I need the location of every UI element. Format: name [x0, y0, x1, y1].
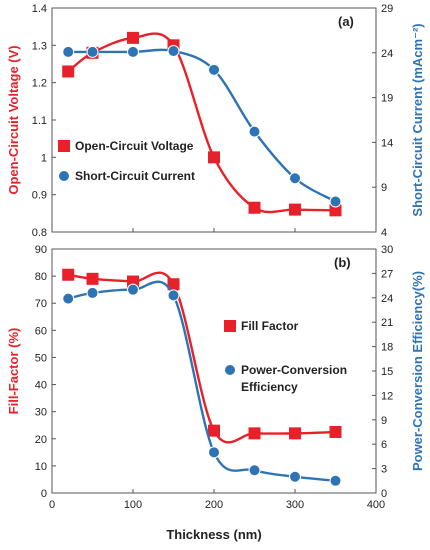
data-point-power-conversion-efficiency: [127, 283, 139, 296]
panel-label: (b): [334, 255, 351, 270]
y-right-axis-label: Short-Circuit Current (mAcm⁻²): [410, 23, 425, 216]
legend-label-power-conversion-efficiency: Efficiency: [241, 380, 298, 394]
y-right-tick-label: 19: [381, 93, 393, 105]
y-right-tick-label: 15: [381, 366, 393, 378]
legend-marker-power-conversion-efficiency: [224, 364, 236, 376]
y-left-tick-label: 20: [35, 434, 47, 446]
data-point-short-circuit-current: [329, 195, 342, 208]
legend-item-short-circuit-current: Short-Circuit Current: [58, 169, 195, 183]
y-left-tick-label: 60: [35, 325, 47, 337]
y-left-tick-label: 0.8: [32, 227, 47, 239]
y-right-tick-label: 24: [381, 293, 393, 305]
data-point-short-circuit-current: [289, 172, 301, 185]
legend-label-fill-factor: Fill Factor: [241, 319, 299, 333]
data-point-fill-factor: [289, 427, 301, 440]
y-left-axis-label: Open-Circuit Voltage (V): [6, 45, 21, 194]
y-left-axis-label: Fill-Factor (%): [6, 328, 21, 415]
data-point-open-circuit-voltage: [127, 31, 139, 44]
y-left-tick-label: 1.3: [32, 40, 47, 52]
y-left-tick-label: 40: [35, 380, 47, 392]
y-right-tick-label: 12: [381, 390, 393, 402]
y-right-tick-label: 24: [381, 48, 393, 60]
x-tick-label: 0: [49, 499, 55, 511]
y-left-tick-label: 1.4: [32, 3, 47, 15]
legend-label-power-conversion-efficiency: Power-Conversion: [241, 363, 347, 377]
data-point-fill-factor: [208, 424, 220, 437]
x-axis-label: Thickness (nm): [166, 527, 261, 542]
legend-marker-short-circuit-current: [58, 170, 70, 182]
series-line-power-conversion-efficiency: [67, 280, 336, 482]
chart-panel-a: 0.8 0.9 1 1.1 1.2 1.3 1.4 4 9 14 19 24 29 Open-Circui…: [6, 3, 425, 239]
y-right-tick-label: 9: [381, 415, 387, 427]
y-right-tick-label: 0: [381, 488, 387, 500]
data-point-power-conversion-efficiency: [289, 470, 301, 483]
y-left-tick-label: 80: [35, 271, 47, 283]
y-left-tick-label: 90: [35, 244, 47, 256]
data-point-power-conversion-efficiency: [329, 474, 342, 487]
y-left-tick-label: 30: [35, 407, 47, 419]
data-point-short-circuit-current: [86, 45, 99, 58]
data-point-power-conversion-efficiency: [167, 289, 180, 302]
data-point-open-circuit-voltage: [62, 65, 75, 78]
series-fill-factor: [62, 268, 342, 444]
legend-item-open-circuit-voltage: Open-Circuit Voltage: [58, 139, 194, 153]
y-right-tick-label: 3: [381, 464, 387, 476]
y-left-tick-label: 10: [35, 461, 47, 473]
data-point-fill-factor: [86, 272, 99, 285]
data-point-fill-factor: [248, 427, 261, 440]
y-right-tick-label: 27: [381, 268, 393, 280]
y-right-axis-label: Power-Conversion Efficiency(%): [410, 271, 425, 471]
y-right-tick-label: 9: [381, 182, 387, 194]
y-right-tick-label: 6: [381, 439, 387, 451]
y-right-tick-label: 30: [381, 244, 393, 256]
data-point-short-circuit-current: [127, 45, 139, 58]
y-left-tick-label: 1.1: [32, 115, 47, 127]
y-left-tick-label: 0: [41, 488, 47, 500]
y-right-tick-label: 21: [381, 317, 393, 329]
y-left-tick-label: 1: [41, 152, 47, 164]
series-short-circuit-current: [62, 45, 342, 208]
data-point-open-circuit-voltage: [248, 201, 261, 214]
x-tick-label: 300: [286, 499, 304, 511]
x-tick-label: 400: [367, 499, 385, 511]
legend-item-power-conversion-efficiency: Power-Conversion Efficiency: [224, 363, 347, 394]
y-left-tick-label: 50: [35, 352, 47, 364]
panel-label: (a): [338, 14, 354, 29]
y-right-tick-label: 14: [381, 137, 393, 149]
x-tick-label: 200: [205, 499, 223, 511]
y-left-tick-label: 0.9: [32, 190, 47, 202]
legend-marker-fill-factor: [224, 320, 236, 332]
data-point-power-conversion-efficiency: [248, 464, 261, 477]
data-point-short-circuit-current: [167, 45, 180, 58]
series-power-conversion-efficiency: [62, 280, 342, 487]
legend-marker-open-circuit-voltage: [58, 140, 70, 152]
y-right-tick-label: 29: [381, 3, 393, 15]
legend-label-short-circuit-current: Short-Circuit Current: [75, 169, 195, 183]
data-point-open-circuit-voltage: [208, 151, 220, 164]
y-left-tick-label: 1.2: [32, 78, 47, 90]
data-point-fill-factor: [62, 268, 75, 281]
data-point-short-circuit-current: [62, 45, 75, 58]
data-point-power-conversion-efficiency: [62, 292, 75, 305]
y-right-tick-label: 4: [381, 227, 387, 239]
data-point-short-circuit-current: [208, 63, 220, 76]
legend-label-open-circuit-voltage: Open-Circuit Voltage: [75, 139, 194, 153]
data-point-open-circuit-voltage: [289, 203, 301, 216]
legend-item-fill-factor: Fill Factor: [224, 319, 299, 333]
data-point-power-conversion-efficiency: [208, 446, 220, 459]
series-line-fill-factor: [67, 271, 336, 444]
y-right-tick-label: 18: [381, 342, 393, 354]
data-point-fill-factor: [329, 426, 342, 438]
data-point-short-circuit-current: [248, 125, 261, 138]
data-point-power-conversion-efficiency: [86, 286, 99, 299]
y-left-tick-label: 70: [35, 298, 47, 310]
x-tick-label: 100: [124, 499, 142, 511]
